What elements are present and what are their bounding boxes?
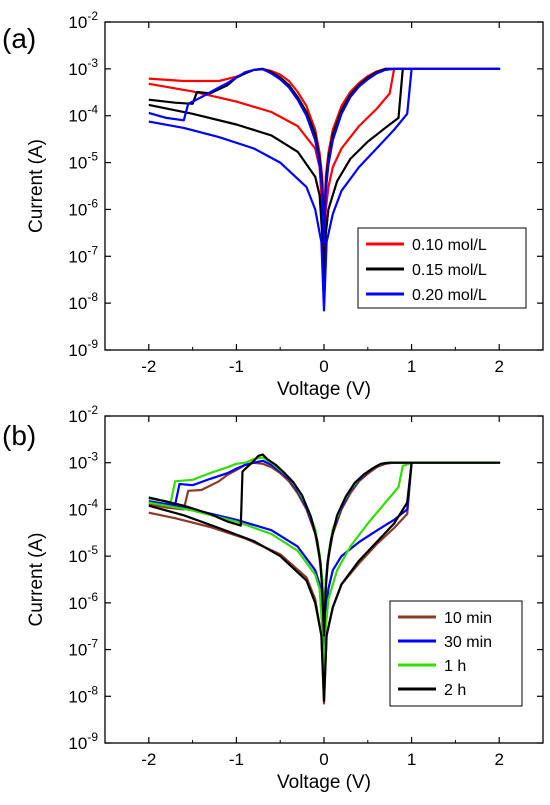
panel-a-legend-label-3: 0.20 mol/L — [412, 287, 487, 304]
panel-a-legend-label-2: 0.15 mol/L — [412, 262, 487, 279]
panel-a-y-tick-label: 10-7 — [68, 243, 98, 266]
panel-b-x-tick-label: -2 — [141, 750, 156, 769]
panel-b-x-tick-label: -1 — [229, 750, 244, 769]
panel-b-x-tick-label: 0 — [319, 750, 328, 769]
panel-a-x-tick-label: 0 — [319, 357, 328, 376]
panel-b-series-line-4 — [148, 453, 501, 702]
panel-a-y-tick-label: 10-5 — [68, 150, 98, 173]
panel-b-y-tick-label: 10-8 — [68, 683, 98, 706]
panel-b-x-tick-label: 2 — [494, 750, 503, 769]
panel-a-x-tick-label: -1 — [229, 357, 244, 376]
panel-a-y-tick-label: 10-6 — [68, 196, 98, 219]
panel-b-y-tick-label: 10-7 — [68, 637, 98, 660]
panel-b-y-tick-label: 10-9 — [68, 730, 98, 753]
panel-a-series-line-3 — [148, 67, 501, 312]
panel-a-y-tick-label: 10-3 — [68, 56, 98, 79]
panel-a-y-tick-label: 10-4 — [68, 103, 98, 126]
panel-b-legend-label-3: 1 h — [444, 658, 466, 675]
panel-b-y-tick-label: 10-6 — [68, 590, 98, 613]
panel-a-legend-label-1: 0.10 mol/L — [412, 237, 487, 254]
panel-a-y-axis-title: Current (A) — [26, 139, 47, 233]
panel-b-legend-label-2: 30 min — [444, 634, 492, 651]
panel-b-legend-label-1: 10 min — [444, 610, 492, 627]
panel-a-x-axis-title: Voltage (V) — [277, 379, 371, 400]
panel-a-y-tick-label: 10-2 — [68, 9, 98, 32]
panel-b-panel-label: (b) — [2, 420, 36, 451]
panel-a-x-tick-label: 1 — [407, 357, 416, 376]
panel-b-chart: (b) -2 -1 0 1 2 10-2 10-3 10-4 10-5 10-6 10-7 10-8 10… — [2, 403, 544, 793]
panel-a-x-tick-label: -2 — [141, 357, 156, 376]
panel-a-chart: (a) -2 -1 0 1 2 10-2 10-3 10-4 10-5 10-6 10-7 10-8 10… — [2, 9, 544, 400]
panel-b-x-tick-label: 1 — [407, 750, 416, 769]
panel-a-legend: 0.10 mol/L 0.15 mol/L 0.20 mol/L — [357, 227, 527, 309]
panel-b-y-tick-label: 10-3 — [68, 450, 98, 473]
panel-a-x-tick-label: 2 — [494, 357, 503, 376]
panel-b-legend: 10 min 30 min 1 h 2 h — [389, 600, 523, 707]
panel-b-y-tick-label: 10-5 — [68, 543, 98, 566]
panel-b-legend-label-4: 2 h — [444, 682, 466, 699]
panel-b-y-axis-title: Current (A) — [26, 533, 47, 627]
panel-b-y-tick-label: 10-2 — [68, 403, 98, 426]
panel-b-y-tick-label: 10-4 — [68, 496, 98, 519]
panel-a-y-tick-label: 10-9 — [68, 337, 98, 360]
panel-b-x-axis-title: Voltage (V) — [277, 772, 371, 793]
panel-a-y-tick-label: 10-8 — [68, 290, 98, 313]
panel-a-panel-label: (a) — [2, 23, 36, 54]
